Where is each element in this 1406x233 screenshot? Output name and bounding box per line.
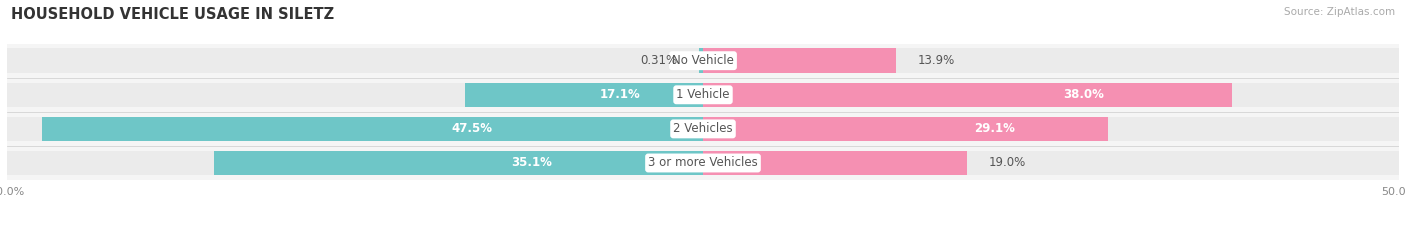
Bar (699, 48, 703, 73)
Text: 38.0%: 38.0% (1063, 88, 1104, 101)
Text: 19.0%: 19.0% (988, 157, 1025, 169)
Text: HOUSEHOLD VEHICLE USAGE IN SILETZ: HOUSEHOLD VEHICLE USAGE IN SILETZ (11, 7, 335, 22)
Text: 29.1%: 29.1% (974, 122, 1015, 135)
Bar (7, 116, 1399, 141)
Bar (703, 151, 967, 175)
Bar (7, 146, 1399, 180)
Bar (703, 82, 1232, 107)
Bar (465, 82, 703, 107)
Text: Source: ZipAtlas.com: Source: ZipAtlas.com (1284, 7, 1395, 17)
Text: 1 Vehicle: 1 Vehicle (676, 88, 730, 101)
Text: 35.1%: 35.1% (512, 157, 553, 169)
Bar (7, 151, 1399, 175)
Text: 2 Vehicles: 2 Vehicles (673, 122, 733, 135)
Text: 17.1%: 17.1% (599, 88, 640, 101)
Text: 0.31%: 0.31% (641, 54, 678, 67)
Bar (703, 48, 897, 73)
Bar (215, 151, 703, 175)
Text: 3 or more Vehicles: 3 or more Vehicles (648, 157, 758, 169)
Bar (7, 44, 1399, 78)
Text: 47.5%: 47.5% (451, 122, 492, 135)
Bar (7, 112, 1399, 146)
Text: 13.9%: 13.9% (917, 54, 955, 67)
Bar (42, 116, 703, 141)
Text: No Vehicle: No Vehicle (672, 54, 734, 67)
Bar (703, 116, 1108, 141)
Bar (7, 48, 1399, 73)
Bar (7, 82, 1399, 107)
Bar (7, 78, 1399, 112)
